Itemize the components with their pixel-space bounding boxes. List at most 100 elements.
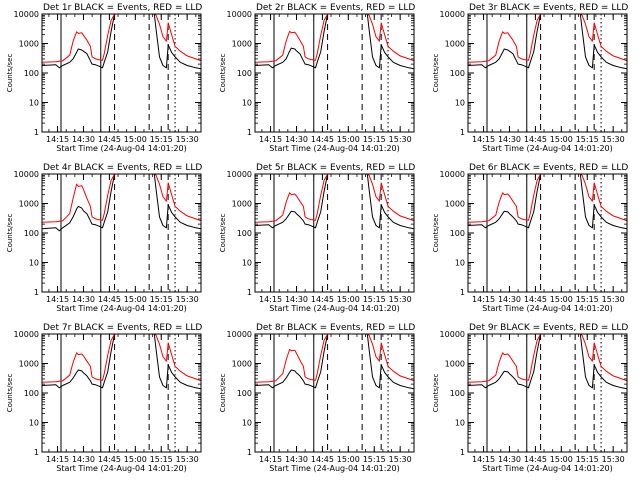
- x-tick-label: 15:15: [363, 295, 386, 304]
- panel-title: Det 1r BLACK = Events, RED = LLD: [43, 3, 202, 13]
- events-series-line: [42, 174, 201, 232]
- x-tick-label: 15:00: [124, 135, 147, 144]
- y-tick-label: 1: [460, 448, 465, 457]
- y-tick-label: 1000: [19, 360, 39, 369]
- x-tick-label: 15:30: [389, 135, 412, 144]
- plot-frame: [41, 13, 202, 133]
- x-tick-label: 15:30: [176, 295, 199, 304]
- y-tick-label: 1000: [445, 360, 465, 369]
- x-tick-label: 14:15: [46, 295, 69, 304]
- panel-title: Det 7r BLACK = Events, RED = LLD: [43, 323, 202, 333]
- x-axis-label: Start Time (24-Aug-04 14:01:20): [56, 144, 187, 153]
- x-tick-label: 15:30: [389, 295, 412, 304]
- y-tick-label: 100: [24, 229, 39, 238]
- y-axis-label: Counts/sec: [6, 214, 14, 253]
- y-axis-label: Counts/sec: [6, 374, 14, 413]
- x-tick-label: 14:45: [524, 455, 547, 464]
- y-axis-label: Counts/sec: [432, 374, 440, 413]
- x-tick-label: 15:15: [150, 135, 173, 144]
- y-tick-label: 100: [237, 389, 252, 398]
- x-tick-label: 15:30: [389, 455, 412, 464]
- x-tick-label: 14:45: [524, 295, 547, 304]
- lld-series-line: [468, 174, 627, 223]
- y-tick-label: 100: [450, 229, 465, 238]
- plot-frame: [254, 13, 415, 133]
- y-tick-label: 1000: [232, 40, 252, 49]
- x-tick-label: 14:45: [311, 135, 334, 144]
- plot-frame: [467, 333, 628, 453]
- y-axis-label: Counts/sec: [219, 214, 227, 253]
- events-series-line: [255, 174, 414, 230]
- events-series-line: [255, 334, 414, 390]
- x-tick-label: 15:15: [150, 295, 173, 304]
- x-tick-label: 15:15: [363, 455, 386, 464]
- y-tick-label: 1000: [232, 360, 252, 369]
- lld-series-line: [255, 14, 414, 63]
- x-tick-label: 14:45: [311, 295, 334, 304]
- y-tick-label: 100: [237, 69, 252, 78]
- y-tick-label: 100: [24, 69, 39, 78]
- y-tick-label: 1000: [445, 40, 465, 49]
- plot-frame: [254, 333, 415, 453]
- x-tick-label: 15:15: [150, 455, 173, 464]
- y-tick-label: 10000: [440, 10, 465, 19]
- x-tick-label: 14:30: [285, 455, 308, 464]
- lld-series-line: [42, 14, 201, 63]
- y-tick-label: 100: [237, 229, 252, 238]
- x-tick-label: 15:30: [602, 295, 625, 304]
- plot-frame: [41, 173, 202, 293]
- lld-series-line: [255, 174, 414, 223]
- lld-series-line: [468, 334, 627, 383]
- y-tick-label: 10: [29, 419, 39, 428]
- x-tick-label: 14:30: [72, 135, 95, 144]
- x-tick-label: 15:30: [176, 135, 199, 144]
- x-tick-label: 14:30: [498, 295, 521, 304]
- events-series-line: [42, 334, 201, 390]
- panel-title: Det 3r BLACK = Events, RED = LLD: [469, 3, 628, 13]
- panel-title: Det 9r BLACK = Events, RED = LLD: [469, 323, 628, 333]
- x-tick-label: 14:30: [72, 295, 95, 304]
- x-tick-label: 15:15: [363, 135, 386, 144]
- x-tick-label: 15:30: [176, 455, 199, 464]
- detector-panel: Det 5r BLACK = Events, RED = LLD 1 10 100 10…: [219, 163, 415, 313]
- lld-series-line: [255, 334, 414, 383]
- events-series-line: [468, 14, 627, 70]
- x-axis-label: Start Time (24-Aug-04 14:01:20): [482, 144, 613, 153]
- x-tick-label: 14:45: [98, 455, 121, 464]
- x-axis-label: Start Time (24-Aug-04 14:01:20): [482, 304, 613, 313]
- y-tick-label: 100: [24, 389, 39, 398]
- x-tick-label: 14:30: [498, 135, 521, 144]
- y-tick-label: 10000: [227, 330, 252, 339]
- y-axis-label: Counts/sec: [432, 54, 440, 93]
- x-tick-label: 15:00: [550, 135, 573, 144]
- events-series-line: [468, 174, 627, 230]
- x-tick-label: 14:15: [472, 135, 495, 144]
- y-tick-label: 10: [29, 259, 39, 268]
- y-tick-label: 10: [242, 419, 252, 428]
- x-tick-label: 14:30: [285, 295, 308, 304]
- y-axis-label: Counts/sec: [432, 214, 440, 253]
- x-axis-label: Start Time (24-Aug-04 14:01:20): [482, 464, 613, 473]
- x-axis-label: Start Time (24-Aug-04 14:01:20): [269, 304, 400, 313]
- y-tick-label: 10: [242, 99, 252, 108]
- x-tick-label: 15:00: [550, 295, 573, 304]
- lld-series-line: [468, 14, 627, 63]
- y-axis-label: Counts/sec: [219, 54, 227, 93]
- x-tick-label: 15:15: [576, 135, 599, 144]
- x-tick-label: 14:45: [98, 135, 121, 144]
- plot-frame: [467, 173, 628, 293]
- detector-panel: Det 2r BLACK = Events, RED = LLD 1 10 100 10…: [219, 3, 415, 153]
- detector-panel: Det 1r BLACK = Events, RED = LLD 1 10 100 10…: [6, 3, 202, 153]
- y-axis-label: Counts/sec: [6, 54, 14, 93]
- plot-frame: [254, 173, 415, 293]
- x-tick-label: 15:00: [337, 135, 360, 144]
- x-tick-label: 15:15: [576, 295, 599, 304]
- y-tick-label: 10000: [14, 330, 39, 339]
- panel-title: Det 6r BLACK = Events, RED = LLD: [469, 163, 628, 173]
- x-tick-label: 14:45: [311, 455, 334, 464]
- x-tick-label: 15:00: [337, 455, 360, 464]
- x-tick-label: 14:15: [259, 295, 282, 304]
- y-tick-label: 10000: [14, 10, 39, 19]
- x-tick-label: 14:30: [285, 135, 308, 144]
- x-tick-label: 15:15: [576, 455, 599, 464]
